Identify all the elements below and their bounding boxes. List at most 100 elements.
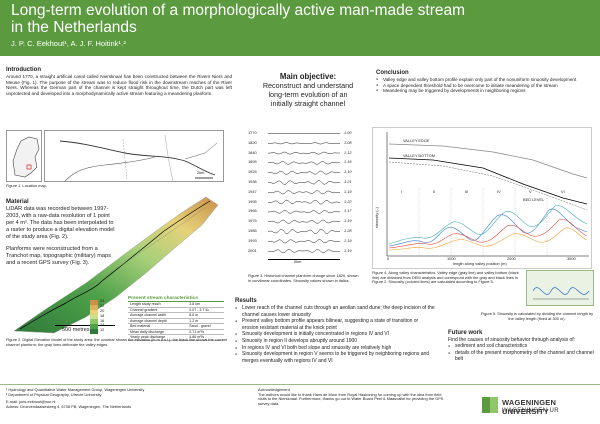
stream-characteristics-table: Present stream characteristics Length st… (128, 296, 224, 341)
planform-sinuosity: 1.19 (344, 218, 352, 224)
planform-figure: 1770 1.00 1820 1.08 1840 1.12 1895 1.16 1925 1.19… (248, 130, 366, 271)
logo-subtext: WAGENINGEN UR (502, 408, 559, 414)
table-cell: 3.8 km (187, 302, 224, 308)
planform-year: 2001 (248, 247, 257, 253)
table-cell: Mean daily discharge (128, 329, 188, 335)
x-tick-label: 0 (387, 256, 390, 261)
table-cell: Sand - gravel (187, 323, 224, 330)
table-cell: Average channel depth (128, 318, 188, 324)
table-cell: 1.2 m (187, 318, 224, 324)
results-item: Sinuosity in region II develops abruptly… (235, 338, 435, 345)
table-heading: Present stream characteristics (128, 296, 224, 302)
x-axis-label: length along valley position (m) (453, 261, 507, 266)
future-work-section: Future work Find the causes of sinuosity… (448, 330, 594, 363)
dem-scale-bar (55, 325, 115, 326)
table-cell: Average channel width (128, 312, 188, 319)
future-item: details of the present morphometry of th… (448, 350, 594, 363)
table-cell: 8.6 m (187, 312, 224, 319)
future-heading: Future work (448, 330, 483, 336)
planform-line (268, 170, 340, 175)
x-tick-label: 1000 (447, 256, 456, 261)
planform-line (268, 199, 340, 205)
planform-line (268, 249, 340, 254)
results-heading: Results (235, 298, 257, 304)
conclusion-heading: Conclusion (376, 70, 409, 76)
ack-heading: Acknowledgement (258, 387, 290, 392)
planform-line (268, 219, 340, 224)
table-cell: 0.07 - 3.7 ‰ (187, 307, 224, 313)
table-row: Channel gradient 0.07 - 3.7 ‰ (128, 307, 224, 313)
contact-email[interactable]: E-mail: joris.eekhout@wur.nl (6, 399, 56, 405)
planform-lines (268, 133, 340, 254)
conclusion-section: Conclusion Valley edge and valley bottom… (376, 70, 594, 94)
colorbar-swatch (90, 300, 98, 305)
table-row: Average channel depth 1.2 m (128, 318, 224, 324)
colorbar-label: 18 (100, 312, 105, 318)
colorbar-label: 24 (100, 298, 105, 303)
y-axis-label: sinuosity (–) (374, 207, 379, 228)
authors: J. P. C. Eekhout¹, A. J. F. Hoitink¹˒² (11, 39, 126, 48)
results-item: In regions IV and VI both bed slope and … (235, 345, 435, 352)
planform-sinuosity: 1.00 (344, 130, 352, 135)
table-row: Length study reach 3.8 km (128, 302, 224, 308)
conclusion-list: Valley edge and valley bottom profile ex… (376, 77, 594, 94)
intro-text: Around 1770, a straight artificial canal… (6, 74, 232, 96)
conclusion-item: A space dependent threshold had to be ov… (376, 83, 594, 89)
colorbar-swatch (90, 329, 98, 334)
table-cell: 0.71 m³/s (187, 329, 224, 335)
poster-title: Long-term evolution of a morphologically… (11, 2, 591, 36)
planform-year: 1955 (248, 198, 257, 204)
colorbar-label: 20 (100, 307, 105, 313)
planform-line (268, 151, 340, 155)
planform-year: 1895 (248, 159, 257, 165)
ack-text: The authors would like to thank Hans de … (258, 391, 444, 406)
planform-year: 1985 (248, 228, 257, 233)
objective-text: Reconstruct and understand long-term evo… (262, 81, 354, 108)
planform-year: 1820 (248, 139, 257, 145)
table-cell: Length study reach (128, 302, 188, 308)
region-label: III (465, 189, 469, 194)
dem-colorbar (90, 300, 98, 334)
results-item: Lower reach of the channel cuts through … (235, 305, 435, 318)
planform-line (268, 228, 340, 235)
planform-year: 1965 (248, 208, 257, 214)
planform-year: 1936 (248, 179, 257, 184)
figure-2-caption: Figure 2. Digital Elevation Model of the… (6, 337, 228, 347)
logo-text: WAGENINGEN UNIVERSITY (502, 398, 557, 416)
planform-year: 1840 (248, 149, 257, 155)
dem-colorbar-labels: 24 22 20 18 16 14 12 (100, 298, 112, 333)
x-tick-label: 3000 (567, 256, 576, 261)
future-item: sediment and soil characteristics (448, 343, 594, 350)
planform-year: 1925 (248, 169, 257, 175)
planform-sinuosity: 1.28 (344, 228, 352, 233)
main-objective: Main objective: Reconstruct and understa… (258, 72, 358, 108)
table-row: Mean daily discharge 0.71 m³/s (128, 329, 224, 335)
colorbar-swatch (90, 319, 98, 325)
figure-1-caption: Figure 1. Location map. (6, 183, 47, 188)
planform-axis-label: 0km (294, 259, 302, 264)
region-label: V (529, 189, 532, 194)
netherlands-inset-map (6, 130, 42, 182)
planform-sinuosity: 1.19 (344, 188, 352, 194)
location-map: 2km (44, 130, 224, 182)
figure-4-caption: Figure 4. Along valley characteristics. … (372, 270, 519, 285)
material-heading: Material (6, 199, 29, 205)
table-row: Bed material Sand - gravel (128, 323, 224, 330)
table-cell: Channel gradient (128, 307, 188, 313)
results-list: Lower reach of the channel cuts through … (235, 305, 435, 364)
table-cell: Bed material (128, 323, 188, 330)
table-row: Average channel width 8.6 m (128, 312, 224, 319)
results-item: Present valley bottom profile appears bi… (235, 318, 435, 331)
affiliations: ¹ Hydrology and Quantitative Water Manag… (6, 387, 236, 409)
dem-scale-label: 500 metres (62, 327, 90, 333)
colorbar-swatch (90, 314, 98, 320)
title-line-1: Long-term evolution of a morphologically… (11, 2, 466, 19)
conclusion-item: Meandering may be triggered by developme… (376, 88, 594, 94)
future-list: sediment and soil characteristics detail… (448, 343, 594, 362)
planform-sinuosity: 1.16 (344, 159, 352, 165)
planform-line (268, 142, 340, 145)
region-label: I (401, 189, 403, 194)
figure-5-caption: Figure 5. Sinuosity is calculated by div… (480, 311, 594, 321)
table-cell: Yearly peak discharge (128, 334, 188, 341)
future-intro: Find the causes of sinuosity behavior th… (448, 337, 576, 343)
